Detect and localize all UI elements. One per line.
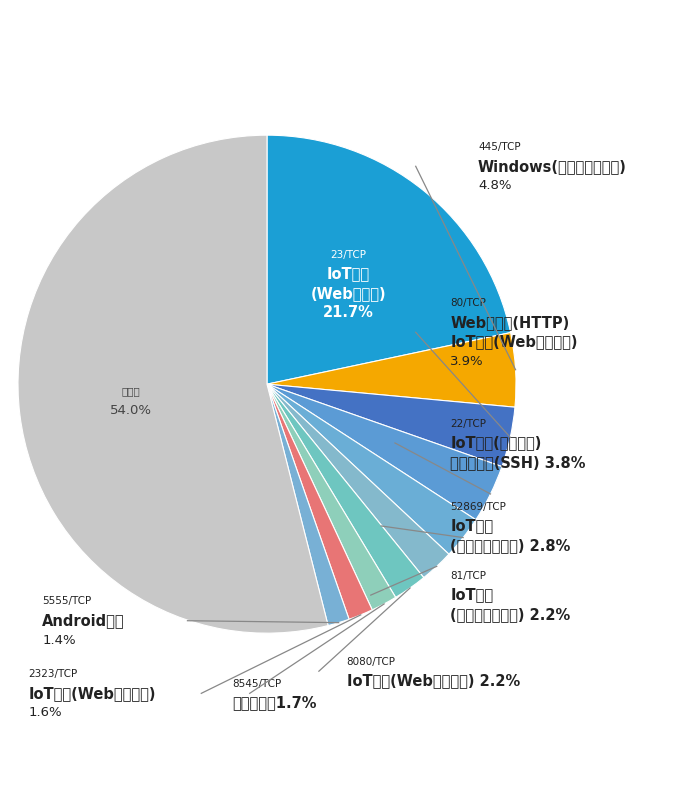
Text: (Webカメラ): (Webカメラ) — [311, 286, 386, 301]
Text: (ホームルータ等) 2.8%: (ホームルータ等) 2.8% — [450, 538, 570, 553]
Text: 21.7%: 21.7% — [323, 305, 374, 320]
Text: IoT機器(Web管理画面): IoT機器(Web管理画面) — [450, 334, 578, 349]
Text: IoT機器(ルータ等): IoT機器(ルータ等) — [450, 435, 542, 451]
Wedge shape — [267, 384, 424, 597]
Wedge shape — [18, 135, 328, 633]
Text: 52869/TCP: 52869/TCP — [450, 501, 506, 512]
Text: その他: その他 — [122, 386, 141, 396]
Text: 22/TCP: 22/TCP — [450, 419, 486, 428]
Text: (ホームルータ等) 2.2%: (ホームルータ等) 2.2% — [450, 607, 570, 622]
Wedge shape — [267, 333, 516, 408]
Text: IoT機器: IoT機器 — [327, 267, 370, 282]
Text: Webサーバ(HTTP): Webサーバ(HTTP) — [450, 315, 570, 330]
Text: 8545/TCP: 8545/TCP — [232, 679, 281, 689]
Text: 81/TCP: 81/TCP — [450, 571, 486, 581]
Text: 5555/TCP: 5555/TCP — [42, 596, 92, 607]
Text: 1.6%: 1.6% — [29, 706, 62, 720]
Text: 1.4%: 1.4% — [42, 634, 76, 646]
Text: 445/TCP: 445/TCP — [478, 142, 521, 152]
Wedge shape — [267, 384, 349, 626]
Text: Windows(サーバサービス): Windows(サーバサービス) — [478, 158, 626, 174]
Text: IoT機器(Webカメラ等): IoT機器(Webカメラ等) — [29, 686, 156, 700]
Wedge shape — [267, 384, 502, 520]
Text: 2323/TCP: 2323/TCP — [29, 669, 78, 679]
Text: 8080/TCP: 8080/TCP — [346, 657, 395, 666]
Text: 3.9%: 3.9% — [450, 355, 484, 368]
Wedge shape — [267, 384, 515, 466]
Wedge shape — [267, 384, 449, 578]
Wedge shape — [267, 384, 395, 610]
Text: 仮想通貨等1.7%: 仮想通貨等1.7% — [232, 696, 317, 711]
Wedge shape — [267, 384, 476, 554]
Wedge shape — [267, 384, 372, 619]
Text: IoT機器: IoT機器 — [450, 518, 494, 533]
Text: 23/TCP: 23/TCP — [330, 249, 367, 259]
Text: 認証サーバ(SSH) 3.8%: 認証サーバ(SSH) 3.8% — [450, 455, 586, 470]
Text: IoT機器(Webカメラ等) 2.2%: IoT機器(Webカメラ等) 2.2% — [346, 673, 520, 689]
Text: 4.8%: 4.8% — [478, 179, 512, 192]
Wedge shape — [267, 135, 510, 384]
Text: Android機器: Android機器 — [42, 613, 125, 628]
Text: IoT機器: IoT機器 — [450, 587, 494, 603]
Text: 54.0%: 54.0% — [110, 404, 152, 417]
Text: 80/TCP: 80/TCP — [450, 298, 486, 308]
